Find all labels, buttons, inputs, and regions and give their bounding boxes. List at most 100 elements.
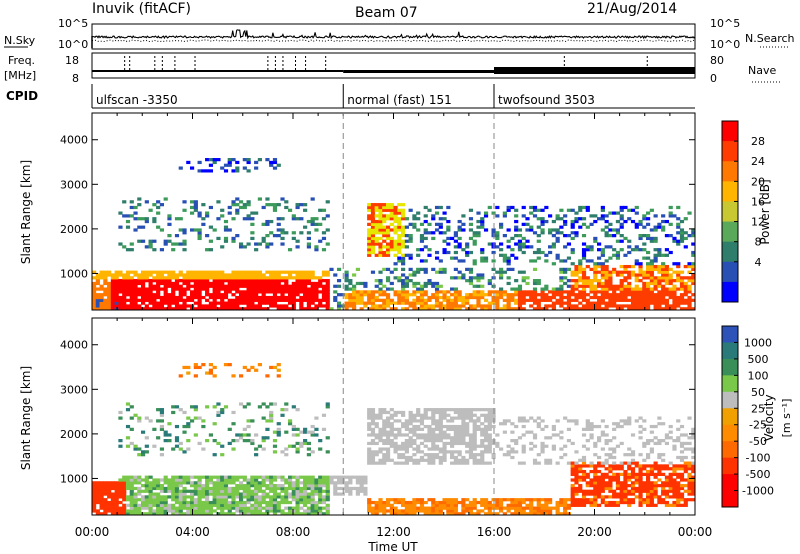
power-cell (167, 298, 172, 302)
velocity-cell (483, 439, 489, 443)
power-cell (627, 307, 632, 311)
velocity-cell (246, 506, 251, 510)
power-cell (246, 307, 251, 311)
velocity-cell (615, 484, 621, 488)
power-cell (370, 203, 376, 207)
power-cell (653, 253, 658, 257)
velocity-cell (344, 481, 349, 485)
power-cell (525, 222, 530, 226)
velocity-cell (133, 512, 138, 516)
velocity-cell (442, 436, 447, 440)
velocity-cell (480, 408, 485, 412)
power-cell (216, 284, 221, 288)
power-cell (318, 290, 323, 294)
power-cell (627, 298, 632, 302)
power-cell (197, 287, 202, 291)
velocity-cell (382, 455, 387, 460)
power-cell (367, 242, 372, 246)
velocity-cell (250, 419, 255, 423)
power-cell (419, 301, 425, 305)
power-cell (581, 298, 587, 302)
freq-unit: [MHz] (4, 69, 36, 82)
power-cell (284, 281, 289, 286)
power-y-tick-label: 4000 (60, 134, 88, 147)
power-heatmap (92, 158, 696, 311)
velocity-cell (664, 441, 670, 446)
velocity-cell (589, 489, 594, 493)
power-cell (280, 279, 285, 283)
power-cell (254, 166, 259, 170)
velocity-cell (608, 500, 613, 505)
velocity-cell (532, 444, 538, 448)
power-cell (401, 225, 406, 229)
power-cell (619, 225, 624, 229)
power-cell (156, 301, 161, 305)
velocity-cell (216, 489, 221, 493)
power-cell (581, 253, 587, 257)
power-cell (291, 284, 296, 288)
power-cell (416, 298, 421, 302)
power-cell (284, 304, 289, 308)
power-cell (476, 231, 481, 235)
velocity-cell (600, 461, 605, 465)
power-cell (502, 293, 507, 297)
power-cell (227, 276, 232, 280)
velocity-cell (597, 469, 602, 474)
velocity-cell (178, 475, 183, 479)
velocity-cell (321, 500, 327, 505)
power-cell (457, 295, 462, 300)
velocity-cell (280, 509, 285, 513)
velocity-cell (367, 461, 372, 465)
velocity-cell (374, 509, 379, 513)
power-cell (585, 205, 590, 210)
velocity-cell (536, 498, 541, 502)
power-cell (186, 281, 191, 286)
power-cell (276, 295, 281, 300)
power-cell (269, 304, 274, 308)
velocity-cell (261, 481, 266, 485)
power-cell (122, 276, 127, 280)
right-tick-bottom: 10^0 (710, 38, 740, 51)
velocity-cell (691, 430, 696, 434)
power-cell (676, 295, 681, 300)
power-cell (401, 253, 406, 257)
velocity-cell (385, 458, 391, 462)
power-cell (242, 301, 247, 305)
velocity-cell (216, 441, 221, 446)
velocity-cell (581, 464, 587, 468)
power-cell (299, 287, 304, 291)
power-cell (476, 301, 481, 305)
velocity-cell (99, 489, 104, 493)
velocity-cell (472, 458, 477, 462)
power-cell (227, 228, 232, 232)
velocity-cell (679, 455, 685, 460)
velocity-cell (265, 495, 270, 499)
power-cell (178, 217, 183, 221)
velocity-cell (321, 413, 327, 417)
velocity-cell (495, 444, 500, 448)
velocity-cell (167, 503, 172, 507)
power-cell (397, 276, 402, 280)
power-cell (521, 250, 526, 255)
velocity-cell (238, 509, 244, 513)
velocity-cell (653, 464, 658, 468)
power-cell (468, 222, 474, 226)
power-cell (280, 295, 285, 300)
velocity-cell (408, 458, 413, 462)
power-cell (431, 217, 436, 221)
velocity-cell (156, 486, 161, 491)
velocity-cell (657, 469, 662, 474)
velocity-cell (306, 512, 311, 516)
power-cell (389, 205, 394, 210)
power-cell (397, 203, 402, 207)
velocity-cell (257, 363, 262, 367)
velocity-cell (461, 441, 466, 446)
velocity-cell (272, 498, 278, 502)
power-cell (495, 293, 500, 297)
power-cell (397, 250, 402, 255)
power-cell (114, 287, 119, 291)
velocity-cell (472, 430, 477, 434)
power-cell (578, 208, 583, 212)
velocity-cell (438, 419, 443, 423)
power-cell (483, 293, 489, 297)
